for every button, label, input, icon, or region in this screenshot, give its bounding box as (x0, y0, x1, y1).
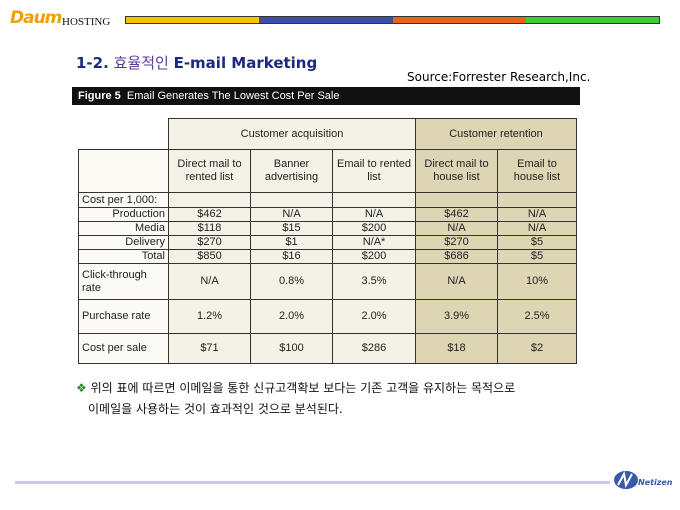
source: Source:Forrester Research,Inc. (407, 70, 591, 84)
brand: HOSTING (62, 16, 111, 28)
table-cell: $200 (332, 221, 416, 236)
table-cell: $100 (250, 333, 333, 364)
table-row: Cost per sale $71 $100 $286 $18 $2 (78, 333, 577, 364)
title-number: 1-2. (76, 54, 109, 72)
table-cell: N/A (415, 263, 498, 300)
bullet: ❖ (76, 381, 87, 395)
column-header: Direct mail to house list (415, 149, 498, 193)
row-label: Cost per 1,000: (78, 192, 169, 208)
table-cell: N/A (332, 207, 416, 222)
table-cell: $850 (168, 249, 251, 264)
table-row: Click-through rate N/A 0.8% 3.5% N/A 10% (78, 263, 577, 300)
footer-logo-text: Netizen (638, 478, 673, 487)
group-header: Customer retention (415, 118, 577, 150)
table-row: Delivery $270 $1 N/A* $270 $5 (78, 235, 577, 250)
table-cell: $462 (168, 207, 251, 222)
table-cell: $270 (168, 235, 251, 250)
table-cell (415, 192, 498, 208)
table-cell: 2.5% (497, 299, 577, 334)
note: ❖ 위의 표에 따르면 이메일을 통한 신규고객확보 보다는 기존 고객을 유지… (76, 378, 515, 420)
table-cell: $18 (415, 333, 498, 364)
row-label: Total (78, 249, 169, 264)
table-cell: 3.5% (332, 263, 416, 300)
table-cell: 10% (497, 263, 577, 300)
footer-logo: Netizen (614, 471, 673, 489)
group-header: Customer acquisition (168, 118, 416, 150)
figure-text: Email Generates The Lowest Cost Per Sale (126, 90, 340, 102)
blank-cell (78, 118, 169, 150)
title-korean: 효율적인 (113, 54, 169, 72)
row-label: Production (78, 207, 169, 222)
table-cell: $71 (168, 333, 251, 364)
header-cell (78, 149, 169, 193)
table-cell: N/A (497, 221, 577, 236)
logo: Daum (10, 8, 62, 28)
row-label: Click-through rate (78, 263, 169, 300)
table-row: Production $462 N/A N/A $462 N/A (78, 207, 577, 222)
table-cell: $286 (332, 333, 416, 364)
table-cell (332, 192, 416, 208)
table-cell: $686 (415, 249, 498, 264)
table-cell (497, 192, 577, 208)
title-english: E-mail Marketing (173, 54, 318, 72)
column-header: Direct mail to rented list (168, 149, 251, 193)
table-cell: N/A* (332, 235, 416, 250)
table-cell: N/A (168, 263, 251, 300)
row-label: Delivery (78, 235, 169, 250)
table-cell: $2 (497, 333, 577, 364)
table-cell: 2.0% (250, 299, 333, 334)
note-text: 위의 표에 따르면 이메일을 통한 신규고객확보 보다는 기존 고객을 유지하는… (90, 381, 516, 395)
table-cell: N/A (415, 221, 498, 236)
note-text: 이메일을 사용하는 것이 효과적인 것으로 분석된다. (88, 402, 343, 416)
row-label: Cost per sale (78, 333, 169, 364)
table-cell: $5 (497, 249, 577, 264)
table-row: Cost per 1,000: (78, 192, 577, 208)
table-cell: $200 (332, 249, 416, 264)
table-cell: $270 (415, 235, 498, 250)
table-cell: $118 (168, 221, 251, 236)
table-row: Direct mail to rented list Banner adverti… (78, 149, 577, 193)
table-cell (250, 192, 333, 208)
title: 1-2. 효율적인 E-mail Marketing (76, 52, 317, 73)
table-cell: N/A (250, 207, 333, 222)
table-cell: 0.8% (250, 263, 333, 300)
table-row: Total $850 $16 $200 $686 $5 (78, 249, 577, 264)
table-cell: 3.9% (415, 299, 498, 334)
row-label: Purchase rate (78, 299, 169, 334)
figure-label: Figure 5 (78, 90, 121, 102)
table-row: Purchase rate 1.2% 2.0% 2.0% 3.9% 2.5% (78, 299, 577, 334)
row-label: Media (78, 221, 169, 236)
table-cell: N/A (497, 207, 577, 222)
table-cell: $1 (250, 235, 333, 250)
table-cell: 1.2% (168, 299, 251, 334)
data-table: Customer acquisition Customer retention Di… (78, 118, 577, 364)
table-row: Customer acquisition Customer retention (78, 118, 577, 150)
column-header: Email to rented list (332, 149, 416, 193)
figure-caption: Figure 5 Email Generates The Lowest Cost… (72, 87, 580, 105)
table-cell: $462 (415, 207, 498, 222)
table-cell: $15 (250, 221, 333, 236)
table-cell: $16 (250, 249, 333, 264)
column-header: Banner advertising (250, 149, 333, 193)
color-bar (125, 16, 660, 24)
footer-line (15, 481, 610, 484)
table-cell: $5 (497, 235, 577, 250)
table-cell (168, 192, 251, 208)
table-row: Media $118 $15 $200 N/A N/A (78, 221, 577, 236)
note-line: ❖ 위의 표에 따르면 이메일을 통한 신규고객확보 보다는 기존 고객을 유지… (76, 378, 515, 399)
table-cell: 2.0% (332, 299, 416, 334)
column-header: Email to house list (497, 149, 577, 193)
